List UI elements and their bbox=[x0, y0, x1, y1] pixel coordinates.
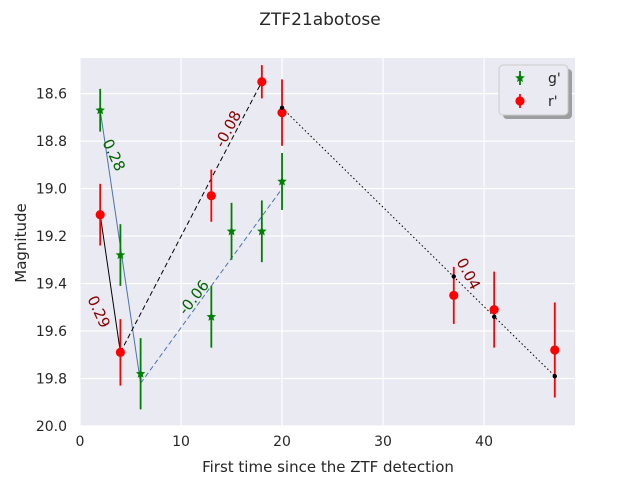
data-point bbox=[277, 152, 287, 210]
legend-item: g' bbox=[515, 71, 561, 87]
legend: g' r' bbox=[498, 64, 572, 119]
anchor-point bbox=[552, 373, 557, 379]
x-tick-label: 0 bbox=[76, 434, 85, 450]
x-tick-label: 20 bbox=[273, 434, 291, 450]
fit-line bbox=[99, 214, 121, 353]
y-tick-label: 18.8 bbox=[36, 134, 67, 150]
anchor-point bbox=[279, 105, 285, 111]
legend-marker-circle bbox=[515, 96, 525, 106]
plot-area bbox=[80, 58, 575, 426]
data-points bbox=[95, 65, 560, 410]
data-point bbox=[226, 202, 237, 260]
data-point bbox=[277, 79, 287, 146]
marker-circle bbox=[257, 77, 267, 87]
axis-ticks: 0 10 20 30 40 18.6 18.8 19.0 19.2 19.4 19.6 19.8 20.… bbox=[36, 87, 493, 450]
data-point bbox=[95, 88, 105, 132]
data-point bbox=[257, 200, 267, 263]
marker-circle bbox=[550, 345, 560, 355]
x-tick-label: 10 bbox=[172, 434, 190, 450]
data-point bbox=[95, 183, 105, 246]
legend-label: r' bbox=[548, 94, 558, 110]
marker-star bbox=[95, 105, 105, 115]
fit-line bbox=[119, 81, 263, 353]
marker-circle bbox=[277, 108, 287, 118]
marker-circle bbox=[489, 305, 499, 315]
y-tick-label: 19.6 bbox=[36, 324, 67, 340]
legend-item: r' bbox=[515, 94, 558, 110]
x-axis-label: First time since the ZTF detection bbox=[202, 458, 454, 476]
marker-star bbox=[277, 176, 287, 186]
marker-circle bbox=[115, 347, 126, 357]
data-point bbox=[115, 319, 126, 386]
marker-star bbox=[115, 250, 126, 260]
chart-title: ZTF21abotose bbox=[259, 10, 380, 30]
data-point bbox=[115, 224, 126, 286]
x-tick-label: 30 bbox=[374, 434, 392, 450]
y-tick-label: 20.0 bbox=[36, 419, 67, 435]
data-point bbox=[257, 65, 267, 99]
marker-star bbox=[206, 311, 217, 321]
anchor-point bbox=[491, 314, 497, 319]
marker-circle bbox=[206, 191, 216, 201]
legend-label: g' bbox=[548, 71, 561, 87]
data-point bbox=[135, 338, 146, 410]
data-point bbox=[550, 302, 560, 398]
y-tick-label: 18.6 bbox=[36, 87, 67, 103]
x-tick-label: 40 bbox=[475, 434, 493, 450]
y-tick-label: 19.8 bbox=[36, 372, 67, 388]
y-tick-label: 19.0 bbox=[36, 182, 67, 198]
y-axis-label: Magnitude bbox=[12, 203, 30, 282]
marker-circle bbox=[95, 210, 105, 220]
data-point bbox=[206, 285, 217, 348]
marker-star bbox=[135, 368, 146, 378]
marker-star bbox=[257, 226, 267, 236]
marker-star bbox=[226, 226, 237, 236]
y-tick-label: 19.2 bbox=[36, 229, 67, 245]
legend-items: g' r' bbox=[515, 71, 561, 110]
y-tick-label: 19.4 bbox=[36, 277, 67, 293]
data-point bbox=[206, 169, 216, 222]
anchor-point bbox=[451, 274, 456, 279]
marker-circle bbox=[449, 290, 459, 301]
data-point bbox=[489, 271, 499, 348]
legend-marker-star bbox=[515, 73, 525, 83]
